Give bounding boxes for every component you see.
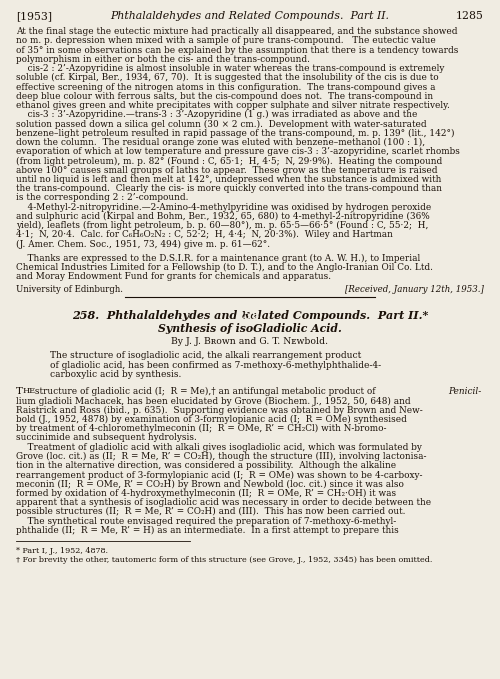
Text: polymorphism in either or both the cis- and the trans-compound.: polymorphism in either or both the cis- …	[16, 55, 310, 64]
Text: HE: HE	[22, 387, 36, 395]
Text: until no liquid is left and then melt at 142°, undepressed when the substance is: until no liquid is left and then melt at…	[16, 175, 442, 184]
Text: 4-Methyl-2-nitropyridine.—2-Amino-4-methylpyridine was oxidised by hydrogen pero: 4-Methyl-2-nitropyridine.—2-Amino-4-meth…	[16, 202, 431, 212]
Text: of gladiolic acid, has been confirmed as 7-methoxy-6-methylphthalide-4-: of gladiolic acid, has been confirmed as…	[50, 361, 381, 369]
Text: soluble (cf. Kirpal, Ber., 1934, 67, 70).  It is suggested that the insolubility: soluble (cf. Kirpal, Ber., 1934, 67, 70)…	[16, 73, 438, 82]
Text: above 100° causes small groups of laths to appear.  These grow as the temperatur: above 100° causes small groups of laths …	[16, 166, 438, 175]
Text: formed by oxidation of 4-hydroxymethylmeconin (II;  R = OMe, R’ = CH₂·OH) it was: formed by oxidation of 4-hydroxymethylme…	[16, 489, 396, 498]
Text: [Received, January 12th, 1953.]: [Received, January 12th, 1953.]	[345, 285, 484, 294]
Text: Synthesis of isoGladiolic Acid.: Synthesis of isoGladiolic Acid.	[158, 323, 342, 333]
Text: effective screening of the nitrogen atoms in this configuration.  The trans-comp: effective screening of the nitrogen atom…	[16, 83, 436, 92]
Text: the trans-compound.  Clearly the cis- is more quickly converted into the trans-c: the trans-compound. Clearly the cis- is …	[16, 184, 442, 193]
Text: bold (J., 1952, 4878) by examination of 3-formylopianic acid (I;  R = OMe) synth: bold (J., 1952, 4878) by examination of …	[16, 415, 407, 424]
Text: down the column.  The residual orange zone was eluted with benzene–methanol (100: down the column. The residual orange zon…	[16, 138, 425, 147]
Text: Grove (loc. cit.) as (II;  R = Me, R’ = CO₂H), though the structure (III), invol: Grove (loc. cit.) as (II; R = Me, R’ = C…	[16, 452, 426, 461]
Text: [1953]: [1953]	[16, 11, 52, 21]
Text: The synthetical route envisaged required the preparation of 7-methoxy-6-methyl-: The synthetical route envisaged required…	[16, 517, 396, 526]
Text: † For brevity the other, tautomeric form of this structure (see Grove, J., 1952,: † For brevity the other, tautomeric form…	[16, 556, 432, 564]
Text: meconin (II;  R = OMe, R’ = CO₂H) by Brown and Newbold (loc. cit.) since it was : meconin (II; R = OMe, R’ = CO₂H) by Brow…	[16, 479, 404, 489]
Text: Penicil-: Penicil-	[448, 387, 481, 397]
Text: ethanol gives green and white precipitates with copper sulphate and silver nitra: ethanol gives green and white precipitat…	[16, 101, 450, 110]
Text: solution passed down a silica gel column (30 × 2 cm.).  Development with water-s: solution passed down a silica gel column…	[16, 120, 426, 128]
Text: lium gladioli Machacek, has been elucidated by Grove (Biochem. J., 1952, 50, 648: lium gladioli Machacek, has been elucida…	[16, 397, 410, 405]
Text: of 35° in some observations can be explained by the assumption that there is a t: of 35° in some observations can be expla…	[16, 45, 458, 54]
Text: carboxylic acid by synthesis.: carboxylic acid by synthesis.	[50, 370, 182, 379]
Text: possible structures (II;  R = Me, R’ = CO₂H) and (III).  This has now been carri: possible structures (II; R = Me, R’ = CO…	[16, 507, 406, 517]
Text: benzene–light petroleum resulted in rapid passage of the trans-compound, m. p. 1: benzene–light petroleum resulted in rapi…	[16, 129, 454, 138]
Text: The structure of isogladiolic acid, the alkali rearrangement product: The structure of isogladiolic acid, the …	[50, 351, 362, 361]
Text: and Moray Endowment Fund for grants for chemicals and apparatus.: and Moray Endowment Fund for grants for …	[16, 272, 331, 281]
Text: Phthalaldehydes and Related Compounds.  Part II.: Phthalaldehydes and Related Compounds. P…	[110, 11, 390, 21]
Text: tion in the alternative direction, was considered a possibility.  Although the a: tion in the alternative direction, was c…	[16, 461, 396, 470]
Text: phthalide (II;  R = Me, R’ = H) as an intermediate.  In a first attempt to prepa: phthalide (II; R = Me, R’ = H) as an int…	[16, 526, 399, 535]
Text: and sulphuric acid (Kirpal and Bohm, Ber., 1932, 65, 680) to 4-methyl-2-nitropyr: and sulphuric acid (Kirpal and Bohm, Ber…	[16, 212, 430, 221]
Text: no m. p. depression when mixed with a sample of pure trans-compound.   The eutec: no m. p. depression when mixed with a sa…	[16, 37, 436, 45]
Text: Raistrick and Ross (ibid., p. 635).  Supporting evidence was obtained by Brown a: Raistrick and Ross (ibid., p. 635). Supp…	[16, 406, 423, 415]
Text: cis-3 : 3’-Azopyridine.—trans-3 : 3’-Azopyridine (1 g.) was irradiated as above : cis-3 : 3’-Azopyridine.—trans-3 : 3’-Azo…	[16, 110, 417, 120]
Text: cis-2 : 2’-Azopyridine is almost insoluble in water whereas the trans-compound i: cis-2 : 2’-Azopyridine is almost insolub…	[16, 64, 444, 73]
Text: evaporation of which at low temperature and pressure gave cis-3 : 3’-azopyridine: evaporation of which at low temperature …	[16, 147, 460, 156]
Text: University of Edinburgh.: University of Edinburgh.	[16, 285, 123, 294]
Text: succinimide and subsequent hydrolysis.: succinimide and subsequent hydrolysis.	[16, 433, 197, 443]
Text: (J. Amer. Chem. Soc., 1951, 73, 494) give m. p. 61—62°.: (J. Amer. Chem. Soc., 1951, 73, 494) giv…	[16, 240, 270, 249]
Text: 4·1;  N, 20·4.  Calc. for C₆H₆O₂N₂ : C, 52·2;  H, 4·4;  N, 20·3%).  Wiley and Ha: 4·1; N, 20·4. Calc. for C₆H₆O₂N₂ : C, 52…	[16, 230, 393, 240]
Text: At the final stage the eutectic mixture had practically all disappeared, and the: At the final stage the eutectic mixture …	[16, 27, 458, 36]
Text: apparent that a synthesis of isogladiolic acid was necessary in order to decide : apparent that a synthesis of isogladioli…	[16, 498, 431, 507]
Text: (from light petroleum), m. p. 82° (Found : C, 65·1;  H, 4·5;  N, 29·9%).  Heatin: (from light petroleum), m. p. 82° (Found…	[16, 156, 442, 166]
Text: by treatment of 4-chloromethylmeconin (II;  R = OMe, R’ = CH₂Cl) with N-bromo-: by treatment of 4-chloromethylmeconin (I…	[16, 424, 386, 433]
Text: Treatment of gladiolic acid with alkali gives isogladiolic acid, which was formu: Treatment of gladiolic acid with alkali …	[16, 443, 422, 452]
Text: Thanks are expressed to the D.S.I.R. for a maintenance grant (to A. W. H.), to I: Thanks are expressed to the D.S.I.R. for…	[16, 253, 420, 263]
Text: is the corresponding 2 : 2’-compound.: is the corresponding 2 : 2’-compound.	[16, 194, 188, 202]
Text: 1285: 1285	[456, 11, 484, 21]
Text: T: T	[16, 387, 23, 397]
Text: Chemical Industries Limited for a Fellowship (to D. T.), and to the Anglo-Irania: Chemical Industries Limited for a Fellow…	[16, 263, 433, 272]
Text: * Part I, J., 1952, 4878.: * Part I, J., 1952, 4878.	[16, 547, 108, 555]
Text: deep blue colour with ferrous salts, but the cis-compound does not.  The trans-c: deep blue colour with ferrous salts, but…	[16, 92, 433, 100]
Text: rearrangement product of 3-formylopianic acid (I;  R = OMe) was shown to be 4-ca: rearrangement product of 3-formylopianic…	[16, 471, 422, 479]
Text: yield), leaflets (from light petroleum, b. p. 60—80°), m. p. 65·5—66·5° (Found :: yield), leaflets (from light petroleum, …	[16, 221, 428, 230]
Text: By J. J. Bʀown and G. T. Nᴇwbold.: By J. J. Bʀown and G. T. Nᴇwbold.	[172, 337, 328, 346]
Text: 258.: 258.	[236, 310, 264, 320]
Text: structure of gladiolic acid (I;  R = Me),† an antifungal metabolic product of: structure of gladiolic acid (I; R = Me),…	[32, 387, 378, 397]
Text: 258.  Phthalaldehydes and Related Compounds.  Part II.*: 258. Phthalaldehydes and Related Compoun…	[72, 310, 428, 320]
